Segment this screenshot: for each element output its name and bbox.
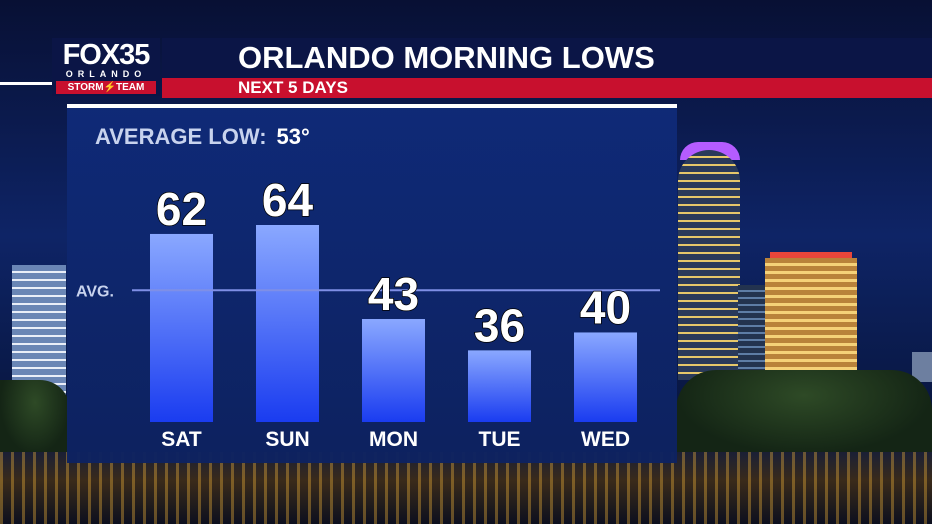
trees-right <box>676 370 932 455</box>
data-label-wed: 40 <box>580 281 631 333</box>
bar-sun <box>256 225 319 422</box>
subheader-bar <box>162 78 932 98</box>
tick-label-sun: SUN <box>265 428 309 451</box>
skyscraper-gold <box>765 258 857 383</box>
bar-sat <box>150 233 213 422</box>
bar-tue <box>468 350 531 422</box>
bar-mon <box>362 319 425 422</box>
page-title: ORLANDO MORNING LOWS <box>238 40 655 75</box>
tick-label-mon: MON <box>369 428 418 451</box>
data-label-sun: 64 <box>262 174 314 226</box>
tick-label-tue: TUE <box>479 428 521 451</box>
data-label-tue: 36 <box>474 299 525 351</box>
lake-reflection <box>0 452 932 524</box>
header-bar <box>162 38 932 78</box>
building-roof <box>770 252 852 262</box>
logo-city: ORLANDO <box>65 69 147 79</box>
skyscraper-tall <box>678 150 740 380</box>
average-value: 53° <box>276 124 310 149</box>
average-line-label: AVG. <box>76 283 114 300</box>
average-low-label: AVERAGE LOW: 53° <box>95 124 310 150</box>
trees-left <box>0 380 70 455</box>
bar-wed <box>574 332 637 422</box>
logo-underline <box>0 82 52 85</box>
tick-label-wed: WED <box>581 428 630 451</box>
skyscraper-left <box>12 265 66 395</box>
data-label-mon: 43 <box>368 268 419 320</box>
building-small <box>912 352 932 382</box>
average-label: AVERAGE LOW: <box>95 124 267 149</box>
page-subtitle: NEXT 5 DAYS <box>238 78 348 97</box>
panel-top-border <box>67 104 677 108</box>
station-logo: FOX35 ORLANDO STORM⚡TEAM <box>52 38 160 96</box>
data-label-sat: 62 <box>156 183 207 235</box>
logo-station: FOX35 <box>62 39 151 71</box>
logo-team: STORM⚡TEAM <box>56 81 156 94</box>
tick-label-sat: SAT <box>161 428 202 451</box>
